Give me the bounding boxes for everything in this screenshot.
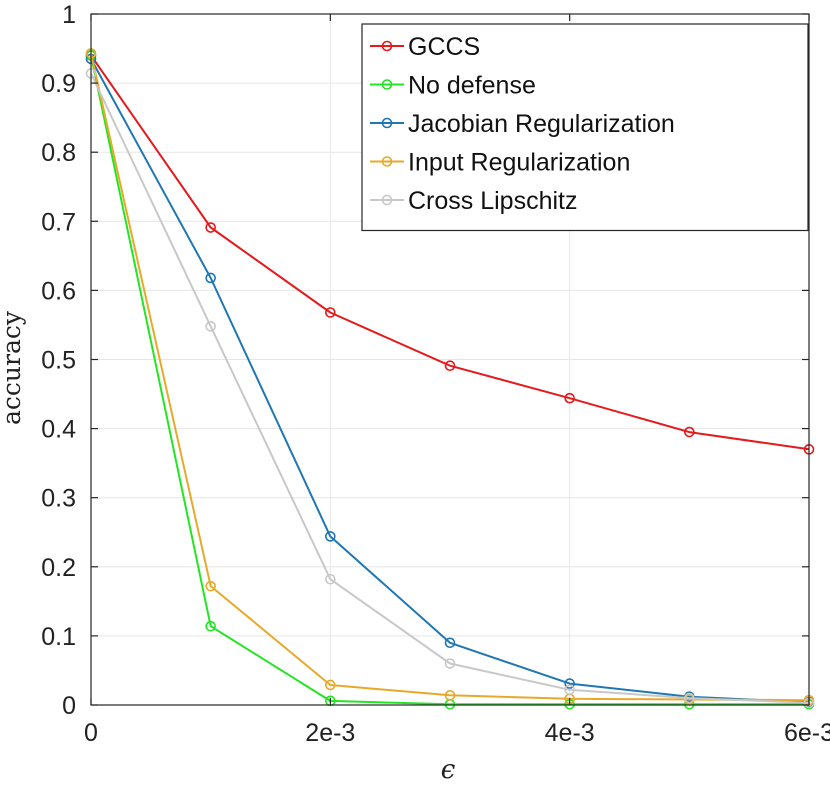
legend-label: GCCS [408, 33, 480, 61]
data-point-gccs [444, 360, 456, 372]
y-tick-label: 0.2 [41, 554, 76, 582]
x-axis-label: ϵ [441, 755, 456, 785]
y-tick-label: 0.6 [41, 277, 76, 305]
data-point-cross-lipschitz [205, 321, 216, 332]
y-tick-label: 0.1 [41, 623, 76, 651]
legend-item-cross-lipschitz: Cross Lipschitz [370, 187, 578, 215]
legend-item-no-defense: No defense [370, 72, 536, 100]
y-tick-label: 1 [62, 1, 76, 29]
legend-swatch-marker [381, 117, 393, 129]
legend-label: Jacobian Regularization [408, 110, 675, 138]
data-point-gccs [684, 426, 695, 438]
y-tick-label: 0 [62, 692, 76, 720]
data-point-cross-lipschitz [444, 658, 456, 669]
series-line-cross-lipschitz [90, 72, 810, 704]
legend: GCCS No defense Jacobian Regularization Inp… [361, 23, 809, 232]
data-point-gccs [205, 222, 216, 233]
data-point-input-regularization [325, 679, 336, 691]
data-point-input-regularization [205, 580, 216, 592]
legend-item-gccs: GCCS [370, 33, 480, 61]
y-tick-label: 0.3 [41, 485, 76, 513]
data-point-jacobian-regularization [444, 637, 456, 649]
legend-swatch-marker [381, 40, 393, 52]
x-tick-label: 6e-3 [784, 719, 830, 747]
series-line-gccs [90, 54, 810, 451]
legend-swatch-marker [381, 79, 393, 90]
legend-label: Cross Lipschitz [408, 187, 578, 215]
y-tick-label: 0.4 [41, 416, 76, 444]
data-point-jacobian-regularization [205, 272, 216, 284]
series-cross-lipschitz [85, 68, 815, 709]
legend-label: No defense [408, 72, 536, 100]
data-point-gccs [564, 392, 575, 404]
axes: 0 0.1 0.2 0.3 0.4 0.5 0.6 0.7 0.8 0.9 1 0 2e-3 4e-3 6e… [41, 1, 830, 747]
data-point-cross-lipschitz [564, 684, 575, 696]
legend-box [361, 23, 809, 232]
data-point-input-regularization [444, 690, 456, 701]
series-gccs [85, 50, 815, 455]
data-point-jacobian-regularization [564, 678, 575, 689]
data-point-jacobian-regularization [325, 531, 336, 542]
data-point-cross-lipschitz [684, 692, 695, 704]
series-line-input-regularization [90, 53, 810, 702]
x-tick-label: 0 [84, 719, 98, 747]
plot-frame [90, 13, 810, 706]
data-point-no-defense [205, 620, 216, 632]
legend-label: Input Regularization [408, 149, 630, 177]
x-tick-label: 4e-3 [545, 719, 595, 747]
y-axis-label: accuracy [0, 310, 26, 425]
data-point-gccs [325, 307, 336, 318]
data-point-cross-lipschitz [325, 573, 336, 585]
legend-swatch-marker [381, 156, 393, 167]
legend-item-input-regularization: Input Regularization [370, 149, 630, 177]
series-line-jacobian-regularization [90, 58, 810, 704]
y-tick-label: 0.5 [41, 347, 76, 375]
legend-item-jacobian-regularization: Jacobian Regularization [370, 110, 675, 138]
series-layer [85, 48, 815, 710]
y-tick-label: 0.9 [41, 70, 76, 98]
y-tick-label: 0.8 [41, 139, 76, 167]
y-tick-label: 0.7 [41, 208, 76, 236]
legend-swatch-marker [381, 194, 393, 206]
x-tick-label: 2e-3 [305, 719, 355, 747]
